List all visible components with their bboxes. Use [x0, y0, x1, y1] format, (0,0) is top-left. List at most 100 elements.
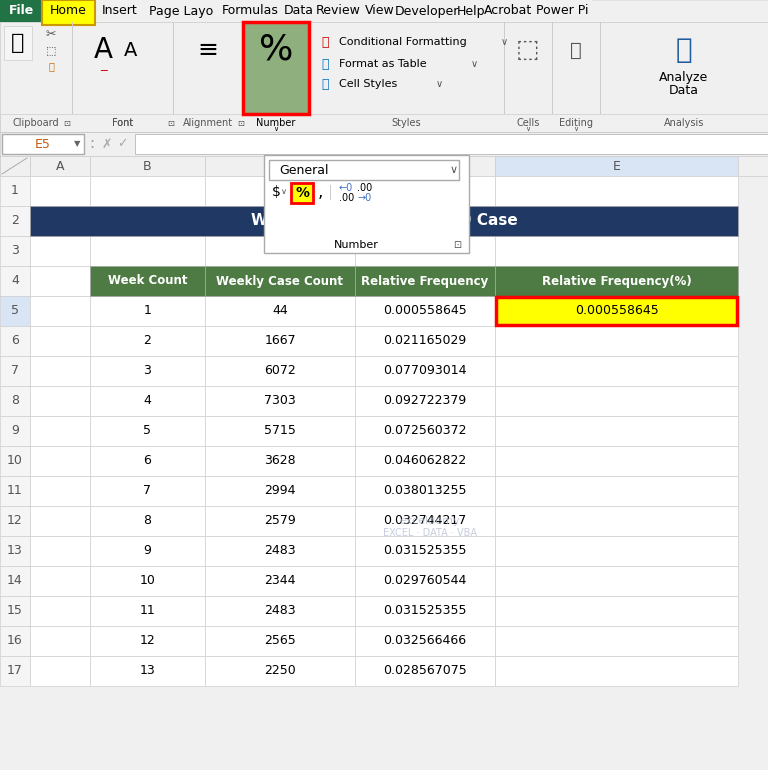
Text: 6072: 6072	[264, 364, 296, 377]
Text: Acrobat: Acrobat	[484, 5, 532, 18]
Text: 📋: 📋	[12, 33, 25, 53]
Bar	[30, 626, 90, 656]
Text: Alignment: Alignment	[183, 118, 233, 128]
Text: 0.029760544: 0.029760544	[383, 574, 467, 588]
Text: ∨: ∨	[435, 79, 442, 89]
Text: ∨: ∨	[525, 126, 531, 132]
Bar	[355, 356, 495, 386]
Text: 13: 13	[7, 544, 23, 557]
Text: 15: 15	[7, 604, 23, 618]
Text: ─: ─	[100, 65, 107, 75]
Text: ∨: ∨	[450, 165, 458, 175]
Bar	[355, 446, 495, 476]
Bar	[243, 22, 309, 114]
Bar	[330, 185, 331, 200]
Text: 2: 2	[11, 215, 19, 227]
Text: General: General	[279, 163, 329, 176]
Bar	[30, 386, 90, 416]
Text: ⊡: ⊡	[237, 119, 244, 128]
Bar	[0, 236, 30, 266]
Bar	[0, 132, 768, 156]
Bar	[205, 596, 355, 626]
Text: A: A	[94, 36, 112, 64]
Bar	[495, 416, 738, 446]
Bar	[30, 266, 90, 296]
Text: ⊡: ⊡	[453, 240, 461, 250]
Bar	[90, 626, 205, 656]
Text: exceldemy: exceldemy	[399, 516, 460, 526]
Text: Cells: Cells	[516, 118, 540, 128]
Text: EXCEL · DATA · VBA: EXCEL · DATA · VBA	[383, 528, 477, 538]
Bar	[0, 266, 30, 296]
Text: 7: 7	[11, 364, 19, 377]
Bar	[90, 596, 205, 626]
Text: 0.077093014: 0.077093014	[383, 364, 467, 377]
Text: 5715: 5715	[264, 424, 296, 437]
Text: Relative Frequency: Relative Frequency	[362, 274, 488, 287]
Bar	[495, 626, 738, 656]
Text: C: C	[276, 159, 284, 172]
Text: ←0: ←0	[339, 183, 353, 193]
Bar	[90, 176, 205, 206]
Text: 5: 5	[11, 304, 19, 317]
Text: 4: 4	[11, 274, 19, 287]
Bar	[355, 236, 495, 266]
Bar	[173, 22, 174, 114]
Text: 3: 3	[11, 245, 19, 257]
Text: Conditional Formatting: Conditional Formatting	[339, 37, 467, 47]
Bar	[30, 326, 90, 356]
Bar	[355, 266, 495, 296]
Bar	[90, 356, 205, 386]
Bar	[205, 506, 355, 536]
Bar	[205, 356, 355, 386]
Text: .00: .00	[339, 193, 354, 203]
Text: 0.000558645: 0.000558645	[574, 304, 658, 317]
Bar	[90, 236, 205, 266]
Bar	[397, 0, 457, 22]
Text: Review: Review	[316, 5, 361, 18]
Text: Help: Help	[456, 5, 485, 18]
Text: ✂: ✂	[46, 28, 56, 41]
Bar	[205, 656, 355, 686]
Bar	[0, 596, 30, 626]
Text: A: A	[56, 159, 65, 172]
Bar	[355, 536, 495, 566]
Bar	[0, 132, 768, 133]
Bar	[205, 266, 355, 296]
Text: Week Count: Week Count	[108, 274, 187, 287]
Text: 0.072560372: 0.072560372	[383, 424, 467, 437]
Bar	[0, 326, 30, 356]
Text: :: :	[89, 136, 94, 152]
Bar	[552, 22, 553, 114]
Bar	[0, 156, 768, 176]
Text: 0.032566466: 0.032566466	[383, 634, 467, 648]
Text: Weekly Case Count: Weekly Case Count	[217, 274, 343, 287]
Bar	[90, 656, 205, 686]
Bar	[30, 356, 90, 386]
Bar	[0, 156, 30, 176]
Bar	[495, 446, 738, 476]
Text: ∨: ∨	[574, 126, 578, 132]
Text: ∨: ∨	[273, 126, 279, 132]
Text: 🔍: 🔍	[676, 36, 692, 64]
Text: E5: E5	[35, 138, 51, 150]
Bar	[355, 566, 495, 596]
Bar	[30, 656, 90, 686]
Bar	[495, 506, 738, 536]
Text: D: D	[420, 159, 430, 172]
Bar	[0, 446, 30, 476]
Bar	[205, 266, 355, 296]
Bar	[0, 506, 30, 536]
Bar	[205, 626, 355, 656]
Text: 8: 8	[144, 514, 151, 527]
Bar	[205, 386, 355, 416]
Text: ⬚: ⬚	[516, 38, 540, 62]
Text: Font: Font	[112, 118, 134, 128]
Bar	[495, 296, 738, 326]
Bar	[30, 446, 90, 476]
Text: Number: Number	[257, 118, 296, 128]
Bar	[243, 22, 244, 114]
Bar	[30, 206, 738, 236]
Text: ✗: ✗	[101, 138, 112, 150]
Text: View: View	[365, 5, 395, 18]
